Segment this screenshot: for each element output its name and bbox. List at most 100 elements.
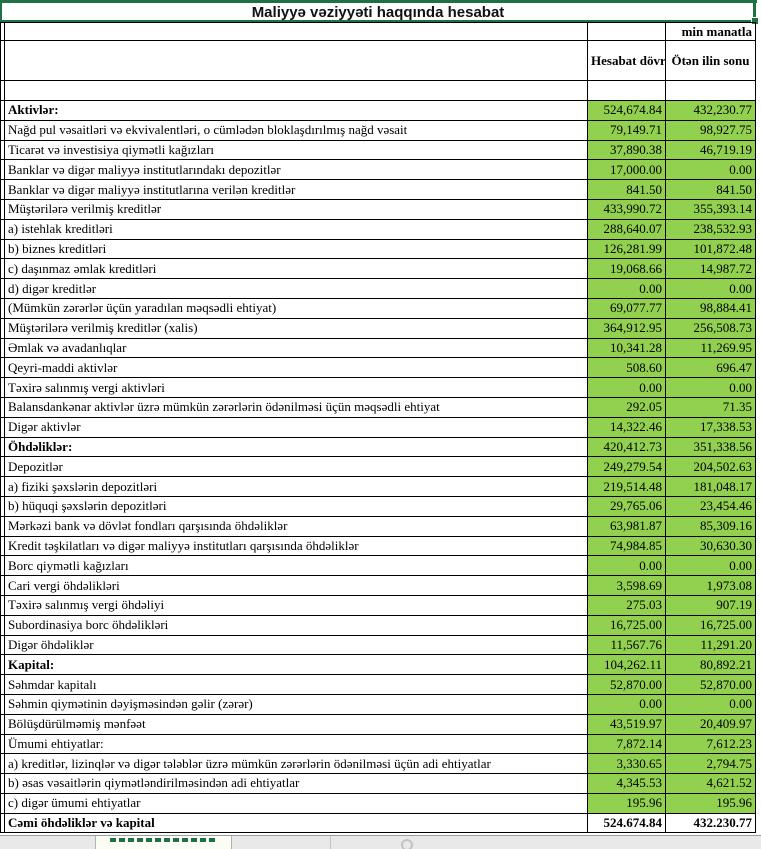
cell-previous[interactable]: 0.00 (665, 693, 756, 715)
row-label[interactable]: Banklar və digər maliyyə institutlarında… (4, 159, 588, 181)
cell-current[interactable]: 4,345.53 (587, 773, 666, 794)
row-label[interactable]: Əmlak və avadanlıqlar (4, 337, 588, 359)
column-header-current[interactable]: Hesabat dövrü (587, 40, 666, 81)
row-label[interactable]: c) digər ümumi ehtiyatlar (4, 792, 588, 814)
cell-previous[interactable]: 16,725.00 (665, 614, 756, 636)
row-label[interactable]: d) digər kreditlər (4, 278, 588, 299)
cell-current[interactable]: 43,519.97 (587, 713, 666, 735)
cell-previous[interactable]: 841.50 (665, 179, 756, 200)
empty-cell[interactable] (4, 80, 588, 101)
cell-current[interactable]: 0.00 (587, 555, 666, 577)
row-label[interactable]: Kredit təşkilatları və digər maliyyə ins… (4, 535, 588, 557)
cell-previous[interactable]: 1,973.08 (665, 575, 756, 596)
cell-previous[interactable]: 0.00 (665, 159, 756, 181)
empty-cell[interactable] (4, 22, 588, 41)
cell-previous[interactable]: 0.00 (665, 377, 756, 398)
row-label[interactable]: c) daşınmaz əmlak kreditləri (4, 258, 588, 280)
cell-current[interactable]: 195.96 (587, 792, 666, 814)
row-label[interactable]: Qeyri-maddi aktivlər (4, 357, 588, 379)
cell-current[interactable]: 79,149.71 (587, 119, 666, 141)
cell-current[interactable]: 275.03 (587, 594, 666, 616)
row-label[interactable]: a) fiziki şəxslərin depozitləri (4, 476, 588, 497)
cell-current[interactable]: 249,279.54 (587, 456, 666, 478)
row-label[interactable]: Səhmin qiymətinin dəyişməsindən gəlir (z… (4, 693, 588, 715)
cell-previous[interactable]: 11,291.20 (665, 634, 756, 656)
row-label[interactable]: Balansdankənar aktivlər üzrə mümkün zərə… (4, 396, 588, 418)
row-label[interactable]: b) biznes kreditləri (4, 238, 588, 260)
cell-previous[interactable]: 907.19 (665, 594, 756, 616)
cell-current[interactable]: 841.50 (587, 179, 666, 200)
cell-previous[interactable]: 238,532.93 (665, 218, 756, 240)
row-label[interactable]: a) istehlak kreditləri (4, 218, 588, 240)
cell-current[interactable]: 7,872.14 (587, 733, 666, 755)
row-label[interactable]: Digər öhdəliklər (4, 634, 588, 656)
cell-previous[interactable]: 11,269.95 (665, 337, 756, 359)
cell-previous[interactable]: 17,338.53 (665, 416, 756, 438)
empty-cell[interactable] (587, 22, 666, 41)
cell-previous[interactable]: 2,794.75 (665, 753, 756, 775)
cell-current[interactable]: 219,514.48 (587, 476, 666, 497)
cell-current[interactable]: 524.674.84 (587, 812, 666, 834)
cell-previous[interactable]: 71.35 (665, 396, 756, 418)
cell-previous[interactable]: 4,621.52 (665, 773, 756, 794)
cell-current[interactable]: 74,984.85 (587, 535, 666, 557)
cell-previous[interactable]: 98,884.41 (665, 297, 756, 319)
cell-previous[interactable]: 46,719.19 (665, 139, 756, 161)
cell-current[interactable]: 364,912.95 (587, 317, 666, 339)
cell-previous[interactable]: 14,987.72 (665, 258, 756, 280)
add-sheet-button[interactable] (401, 839, 413, 849)
row-label[interactable]: Subordinasiya borc öhdəlikləri (4, 614, 588, 636)
row-label[interactable]: Təxirə salınmış vergi aktivləri (4, 377, 588, 398)
row-label[interactable]: Müştərilərə verilmiş kreditlər (xalis) (4, 317, 588, 339)
cell-previous[interactable]: 195.96 (665, 792, 756, 814)
cell-current[interactable]: 29,765.06 (587, 495, 666, 517)
cell-previous[interactable]: 351,338.56 (665, 436, 756, 458)
row-label[interactable]: Öhdəliklər: (4, 436, 588, 458)
cell-current[interactable]: 104,262.11 (587, 654, 666, 676)
cell-previous[interactable]: 7,612.23 (665, 733, 756, 755)
cell-previous[interactable]: 85,309.16 (665, 515, 756, 537)
row-label[interactable]: Mərkəzi bank və dövlət fondları qarşısın… (4, 515, 588, 537)
cell-previous[interactable]: 30,630.30 (665, 535, 756, 557)
cell-current[interactable]: 0.00 (587, 377, 666, 398)
cell-current[interactable]: 433,990.72 (587, 198, 666, 220)
cell-current[interactable]: 508.60 (587, 357, 666, 379)
cell-previous[interactable]: 432.230.77 (665, 812, 756, 834)
cell-previous[interactable]: 181,048.17 (665, 476, 756, 497)
cell-current[interactable]: 420,412.73 (587, 436, 666, 458)
row-label[interactable]: b) əsas vəsaitlərin qiymətləndirilməsind… (4, 773, 588, 794)
cell-current[interactable]: 3,330.65 (587, 753, 666, 775)
cell-previous[interactable]: 432,230.77 (665, 100, 756, 121)
sheet-tab[interactable] (95, 836, 232, 849)
row-label[interactable]: Bölüşdürülməmiş mənfəət (4, 713, 588, 735)
row-label[interactable]: Nağd pul vəsaitləri və ekvivalentləri, o… (4, 119, 588, 141)
row-label[interactable]: Ticarət və investisiya qiymətli kağızlar… (4, 139, 588, 161)
cell-previous[interactable]: 52,870.00 (665, 674, 756, 695)
row-label[interactable]: Müştərilərə verilmiş kreditlər (4, 198, 588, 220)
cell-previous[interactable]: 256,508.73 (665, 317, 756, 339)
empty-cell[interactable] (665, 80, 756, 101)
empty-cell[interactable] (587, 80, 666, 101)
cell-current[interactable]: 52,870.00 (587, 674, 666, 695)
cell-current[interactable]: 0.00 (587, 278, 666, 299)
row-label[interactable]: Təxirə salınmış vergi öhdəliyi (4, 594, 588, 616)
row-label[interactable]: a) kreditlər, lizinqlər və digər tələblə… (4, 753, 588, 775)
cell-current[interactable]: 10,341.28 (587, 337, 666, 359)
row-label[interactable]: Cari vergi öhdəlikləri (4, 575, 588, 596)
row-label[interactable]: Aktivlər: (4, 100, 588, 121)
row-label[interactable]: Banklar və digər maliyyə institutlarına … (4, 179, 588, 200)
row-label[interactable]: Borc qiymətli kağızları (4, 555, 588, 577)
cell-current[interactable]: 14,322.46 (587, 416, 666, 438)
cell-previous[interactable]: 20,409.97 (665, 713, 756, 735)
cell-current[interactable]: 288,640.07 (587, 218, 666, 240)
cell-current[interactable]: 17,000.00 (587, 159, 666, 181)
cell-previous[interactable]: 355,393.14 (665, 198, 756, 220)
cell-previous[interactable]: 80,892.21 (665, 654, 756, 676)
cell-previous[interactable]: 0.00 (665, 555, 756, 577)
cell-current[interactable]: 16,725.00 (587, 614, 666, 636)
cell-current[interactable]: 69,077.77 (587, 297, 666, 319)
cell-current[interactable]: 63,981.87 (587, 515, 666, 537)
column-header-previous[interactable]: Ötən ilin sonu (665, 40, 756, 81)
row-label[interactable]: Səhmdar kapitalı (4, 674, 588, 695)
cell-current[interactable]: 11,567.76 (587, 634, 666, 656)
